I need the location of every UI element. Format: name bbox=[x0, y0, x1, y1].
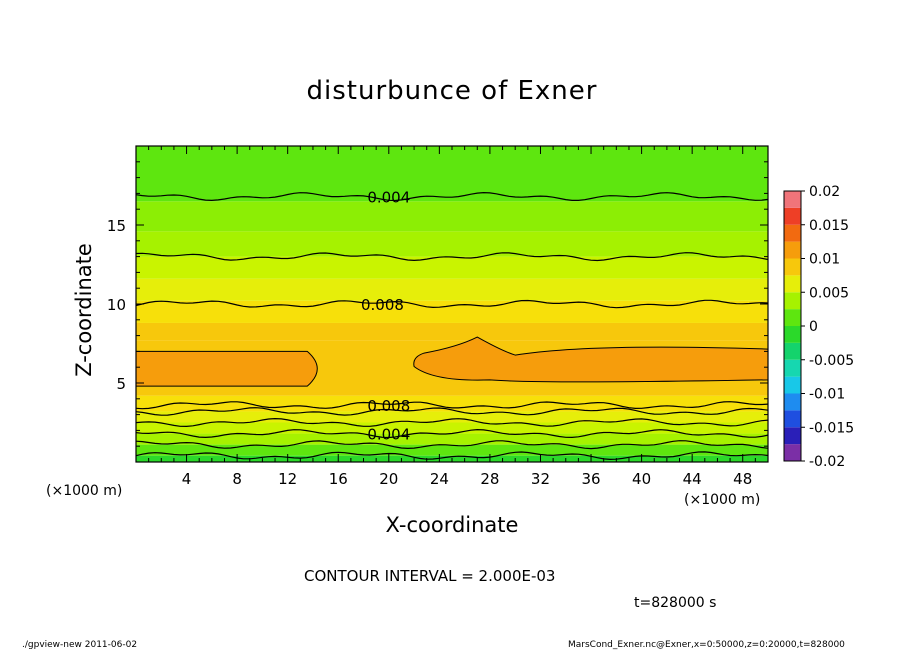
colorbar-tick-label: 0.01 bbox=[809, 252, 840, 268]
contour-line bbox=[135, 191, 769, 202]
x-unit-label-left: (×1000 m) bbox=[46, 483, 123, 499]
colorbar-tick-label: 0.005 bbox=[809, 285, 849, 301]
footer-program-label: ./gpview-new 2011-06-02 bbox=[22, 640, 138, 650]
chart-title: disturbunce of Exner bbox=[306, 76, 598, 106]
contour-fill-band bbox=[136, 146, 768, 202]
contour-fill-band bbox=[136, 300, 768, 323]
contour-line bbox=[135, 407, 769, 416]
footer-source-label: MarsCond_Exner.nc@Exner,x=0:50000,z=0:20… bbox=[568, 640, 845, 650]
contour-fill-band bbox=[136, 256, 768, 279]
colorbar-swatch bbox=[784, 359, 801, 377]
x-tick-label: 4 bbox=[182, 470, 192, 488]
contour-label: 0.004 bbox=[367, 189, 410, 207]
colorbar-tick-label: 0.02 bbox=[809, 184, 840, 200]
x-tick-label: 24 bbox=[430, 470, 449, 488]
colorbar-swatch bbox=[784, 393, 801, 411]
contour-fill-band bbox=[136, 433, 768, 445]
colorbar-swatch bbox=[784, 342, 801, 360]
y-tick-label: 5 bbox=[116, 375, 126, 393]
colorbar-swatch bbox=[784, 376, 801, 394]
contour-fill-band bbox=[136, 395, 768, 412]
colorbar-tick-label: -0.005 bbox=[809, 353, 854, 369]
contour-line bbox=[135, 451, 769, 461]
contour-fill-band bbox=[136, 322, 768, 341]
colorbar-tick-label: 0.015 bbox=[809, 218, 849, 234]
contour-fill-band bbox=[136, 444, 768, 456]
contour-fill-band bbox=[136, 201, 768, 232]
time-label: t=828000 s bbox=[634, 595, 717, 611]
x-unit-label-right: (×1000 m) bbox=[684, 492, 761, 508]
colorbar-swatch bbox=[784, 444, 801, 461]
x-tick-label: 48 bbox=[733, 470, 752, 488]
colorbar-swatch bbox=[784, 258, 801, 276]
x-tick-label: 44 bbox=[683, 470, 702, 488]
x-axis-label: X-coordinate bbox=[385, 513, 519, 537]
x-tick-label: 28 bbox=[480, 470, 499, 488]
y-tick-label: 15 bbox=[107, 217, 126, 235]
contour-fill-band bbox=[136, 422, 768, 434]
contour-interval-label: CONTOUR INTERVAL = 2.000E-03 bbox=[304, 567, 556, 585]
colorbar-swatch bbox=[784, 224, 801, 242]
colorbar-swatch bbox=[784, 207, 801, 225]
contour-label: 0.004 bbox=[367, 426, 410, 444]
contour-fill-band bbox=[136, 278, 768, 301]
colorbar-swatch bbox=[784, 309, 801, 326]
contour-fill-band bbox=[136, 411, 768, 423]
contour-line bbox=[135, 252, 769, 262]
contour-line bbox=[135, 440, 769, 450]
colorbar-swatch bbox=[784, 241, 801, 259]
colorbar-tick-label: -0.01 bbox=[809, 387, 845, 403]
colorbar-swatch bbox=[784, 292, 801, 310]
contour-label: 0.008 bbox=[367, 397, 410, 415]
contour-max-region bbox=[135, 350, 318, 387]
colorbar-tick-label: 0 bbox=[809, 319, 818, 335]
contour-line bbox=[135, 417, 769, 428]
contour-line bbox=[135, 401, 769, 410]
y-tick-label: 10 bbox=[107, 296, 126, 314]
x-tick-label: 32 bbox=[531, 470, 550, 488]
x-tick-label: 20 bbox=[379, 470, 398, 488]
contour-line bbox=[135, 299, 769, 309]
contour-line bbox=[135, 428, 769, 439]
x-tick-label: 40 bbox=[632, 470, 651, 488]
colorbar-swatch bbox=[784, 191, 801, 208]
x-tick-label: 36 bbox=[581, 470, 600, 488]
colorbar-tick-label: -0.02 bbox=[809, 454, 845, 470]
contour-fill-band bbox=[136, 231, 768, 257]
x-tick-label: 8 bbox=[232, 470, 242, 488]
x-tick-label: 12 bbox=[278, 470, 297, 488]
colorbar-swatch bbox=[784, 410, 801, 428]
colorbar-swatch bbox=[784, 427, 801, 445]
x-tick-label: 16 bbox=[329, 470, 348, 488]
contour-label: 0.008 bbox=[361, 296, 404, 314]
colorbar-tick-label: -0.015 bbox=[809, 420, 854, 436]
colorbar-swatch bbox=[784, 275, 801, 293]
colorbar-swatch bbox=[784, 326, 801, 343]
